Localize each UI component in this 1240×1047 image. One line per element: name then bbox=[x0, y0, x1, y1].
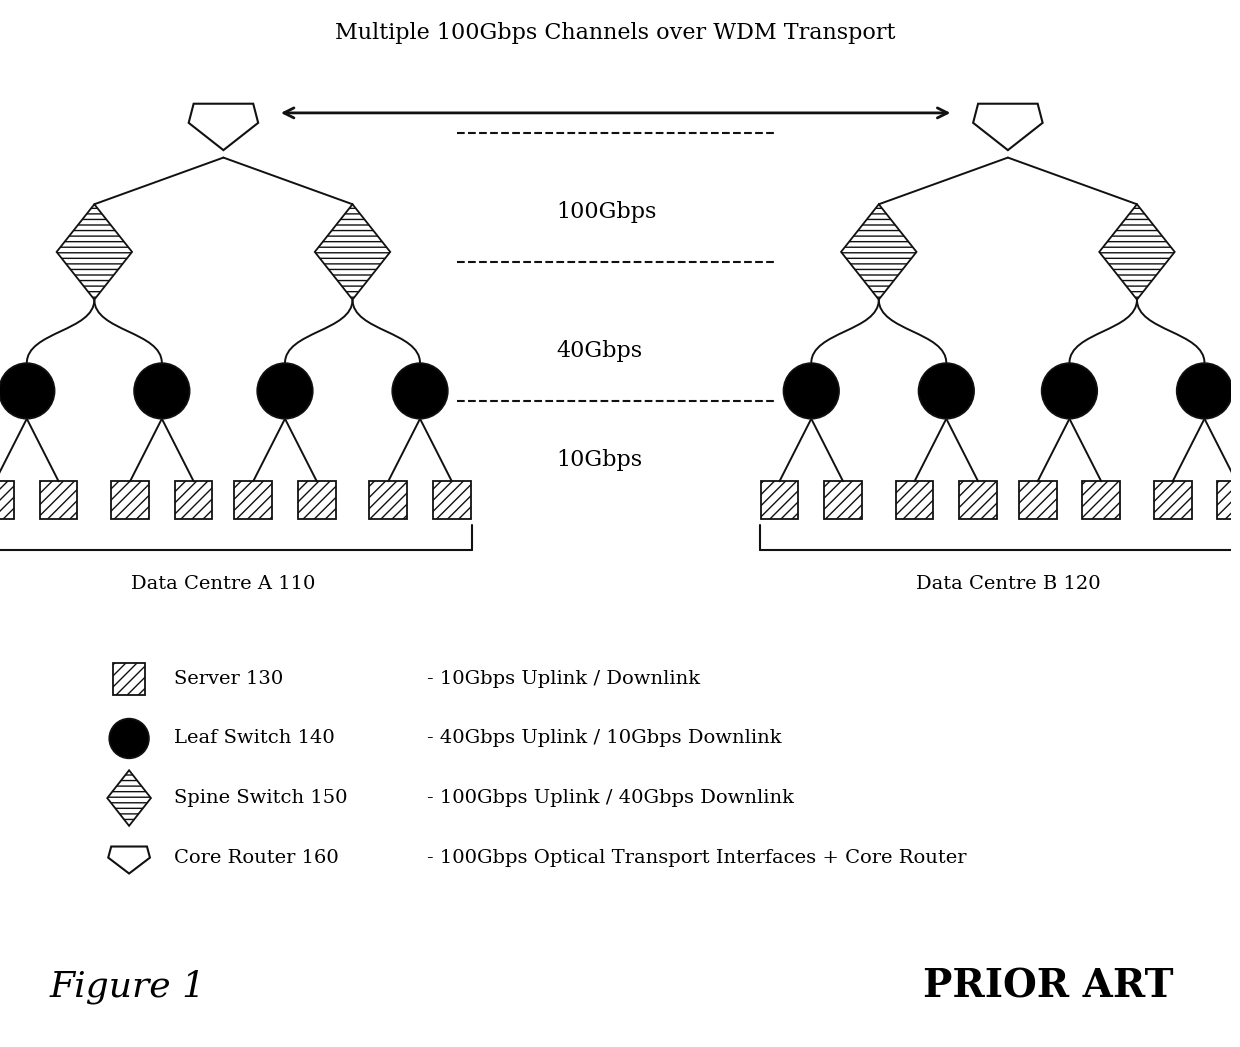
Circle shape bbox=[0, 363, 55, 419]
Text: 40Gbps: 40Gbps bbox=[556, 340, 642, 362]
Text: Multiple 100Gbps Channels over WDM Transport: Multiple 100Gbps Channels over WDM Trans… bbox=[335, 22, 895, 44]
Text: 100Gbps: 100Gbps bbox=[556, 201, 656, 223]
Bar bbox=[1083, 482, 1120, 519]
Text: - 10Gbps Uplink / Downlink: - 10Gbps Uplink / Downlink bbox=[427, 670, 701, 688]
Bar bbox=[1218, 482, 1240, 519]
Text: - 100Gbps Optical Transport Interfaces + Core Router: - 100Gbps Optical Transport Interfaces +… bbox=[427, 849, 966, 867]
Polygon shape bbox=[57, 204, 133, 299]
Text: Data Centre B 120: Data Centre B 120 bbox=[915, 575, 1100, 593]
Bar bbox=[40, 482, 77, 519]
Text: 10Gbps: 10Gbps bbox=[556, 449, 642, 471]
Text: Spine Switch 150: Spine Switch 150 bbox=[174, 789, 347, 807]
Bar bbox=[298, 482, 336, 519]
Circle shape bbox=[784, 363, 839, 419]
Text: Leaf Switch 140: Leaf Switch 140 bbox=[174, 730, 335, 748]
Text: Server 130: Server 130 bbox=[174, 670, 283, 688]
Circle shape bbox=[1177, 363, 1233, 419]
Text: Figure 1: Figure 1 bbox=[50, 970, 206, 1004]
Bar bbox=[1019, 482, 1056, 519]
Polygon shape bbox=[108, 847, 150, 873]
Bar bbox=[175, 482, 212, 519]
Bar bbox=[895, 482, 934, 519]
Bar bbox=[825, 482, 862, 519]
Polygon shape bbox=[107, 771, 151, 826]
Bar bbox=[760, 482, 799, 519]
Text: Core Router 160: Core Router 160 bbox=[174, 849, 339, 867]
Bar bbox=[960, 482, 997, 519]
Bar bbox=[112, 482, 149, 519]
Bar bbox=[1154, 482, 1192, 519]
Circle shape bbox=[109, 718, 149, 758]
Polygon shape bbox=[841, 204, 916, 299]
Circle shape bbox=[257, 363, 312, 419]
Circle shape bbox=[1042, 363, 1097, 419]
Bar bbox=[234, 482, 272, 519]
Text: - 100Gbps Uplink / 40Gbps Downlink: - 100Gbps Uplink / 40Gbps Downlink bbox=[427, 789, 794, 807]
Bar bbox=[0, 482, 14, 519]
Bar bbox=[433, 482, 471, 519]
Polygon shape bbox=[315, 204, 391, 299]
Polygon shape bbox=[1099, 204, 1174, 299]
Text: - 40Gbps Uplink / 10Gbps Downlink: - 40Gbps Uplink / 10Gbps Downlink bbox=[427, 730, 781, 748]
Circle shape bbox=[392, 363, 448, 419]
Text: PRIOR ART: PRIOR ART bbox=[924, 967, 1174, 1006]
Bar bbox=[370, 482, 407, 519]
Circle shape bbox=[919, 363, 975, 419]
Text: Data Centre A 110: Data Centre A 110 bbox=[131, 575, 316, 593]
Circle shape bbox=[134, 363, 190, 419]
Bar bbox=[113, 663, 145, 695]
Polygon shape bbox=[188, 104, 258, 150]
Polygon shape bbox=[973, 104, 1043, 150]
